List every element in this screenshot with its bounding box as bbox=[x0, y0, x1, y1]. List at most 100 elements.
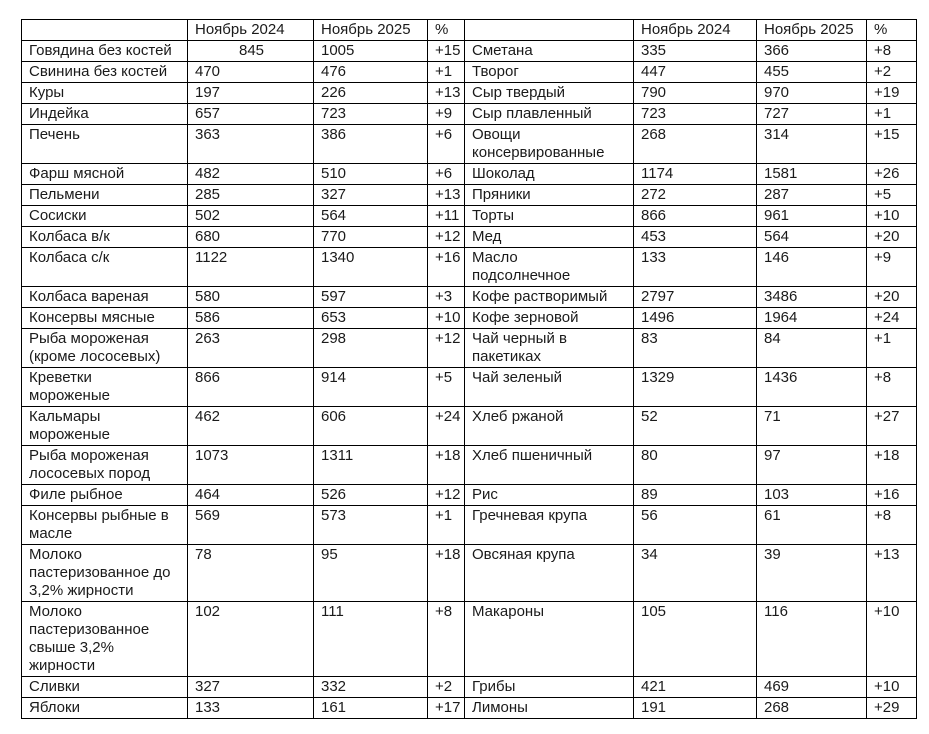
price-2024-cell: 1122 bbox=[187, 247, 314, 287]
price-2025-cell: 770 bbox=[313, 226, 428, 248]
percent-cell: +13 bbox=[427, 82, 465, 104]
item-name-cell: Филе рыбное bbox=[21, 484, 188, 506]
price-2024-cell: 56 bbox=[633, 505, 757, 545]
price-2024-cell: 447 bbox=[633, 61, 757, 83]
table-row: Консервы мясные 586 653 +10 Кофе зерновой 149… bbox=[21, 307, 917, 329]
table-row: Креветки мороженые 866 914 +5 Чай зеленый 132… bbox=[21, 367, 917, 407]
price-2025-cell: 526 bbox=[313, 484, 428, 506]
percent-cell: +18 bbox=[427, 544, 465, 602]
price-2024-cell: 105 bbox=[633, 601, 757, 677]
price-2025-cell: 476 bbox=[313, 61, 428, 83]
price-2024-cell: 1329 bbox=[633, 367, 757, 407]
price-2024-cell: 102 bbox=[187, 601, 314, 677]
percent-cell: +12 bbox=[427, 328, 465, 368]
item-name-cell: Индейка bbox=[21, 103, 188, 125]
price-2024-cell: 680 bbox=[187, 226, 314, 248]
table-row: Индейка 657 723 +9 Сыр плавленный 723 727 +1 bbox=[21, 103, 917, 125]
price-table-body: Говядина без костей 845 1005 +15 Сметана 335 3… bbox=[21, 40, 917, 719]
price-comparison-table: Ноябрь 2024 Ноябрь 2025 % Ноябрь 2024 Но… bbox=[21, 19, 917, 719]
percent-cell: +24 bbox=[866, 307, 917, 329]
price-2025-cell: 327 bbox=[313, 184, 428, 206]
price-2025-cell: 298 bbox=[313, 328, 428, 368]
price-2025-cell: 727 bbox=[756, 103, 867, 125]
item-name-cell: Кофе зерновой bbox=[464, 307, 634, 329]
price-2025-cell: 1581 bbox=[756, 163, 867, 185]
item-name-cell: Рис bbox=[464, 484, 634, 506]
percent-cell: +8 bbox=[866, 40, 917, 62]
empty-header-cell bbox=[464, 19, 634, 41]
price-2025-cell: 573 bbox=[313, 505, 428, 545]
price-2024-cell: 133 bbox=[633, 247, 757, 287]
percent-cell: +6 bbox=[427, 124, 465, 164]
price-2024-cell: 482 bbox=[187, 163, 314, 185]
item-name-cell: Рыба мороженая лососевых пород bbox=[21, 445, 188, 485]
percent-cell: +29 bbox=[866, 697, 917, 719]
price-2025-cell: 386 bbox=[313, 124, 428, 164]
price-2025-cell: 103 bbox=[756, 484, 867, 506]
table-row: Консервы рыбные в масле 569 573 +1 Гречневая… bbox=[21, 505, 917, 545]
price-2025-cell: 1436 bbox=[756, 367, 867, 407]
header-nov-2025-left: Ноябрь 2025 bbox=[313, 19, 428, 41]
price-2025-cell: 597 bbox=[313, 286, 428, 308]
percent-cell: +1 bbox=[866, 103, 917, 125]
percent-cell: +20 bbox=[866, 226, 917, 248]
percent-cell: +16 bbox=[866, 484, 917, 506]
price-2025-cell: 111 bbox=[313, 601, 428, 677]
item-name-cell: Колбаса вареная bbox=[21, 286, 188, 308]
item-name-cell: Консервы мясные bbox=[21, 307, 188, 329]
price-2025-cell: 268 bbox=[756, 697, 867, 719]
percent-cell: +20 bbox=[866, 286, 917, 308]
empty-header-cell bbox=[21, 19, 188, 41]
price-2025-cell: 71 bbox=[756, 406, 867, 446]
header-nov-2025-right: Ноябрь 2025 bbox=[756, 19, 867, 41]
percent-cell: +15 bbox=[866, 124, 917, 164]
price-2025-cell: 116 bbox=[756, 601, 867, 677]
item-name-cell: Куры bbox=[21, 82, 188, 104]
price-2024-cell: 723 bbox=[633, 103, 757, 125]
price-2025-cell: 510 bbox=[313, 163, 428, 185]
price-2025-cell: 287 bbox=[756, 184, 867, 206]
price-2024-cell: 1174 bbox=[633, 163, 757, 185]
price-2025-cell: 961 bbox=[756, 205, 867, 227]
price-2024-cell: 89 bbox=[633, 484, 757, 506]
percent-cell: +10 bbox=[866, 676, 917, 698]
item-name-cell: Сосиски bbox=[21, 205, 188, 227]
price-2024-cell: 845 bbox=[187, 40, 314, 62]
price-2025-cell: 970 bbox=[756, 82, 867, 104]
item-name-cell: Молоко пастеризованное до 3,2% жирности bbox=[21, 544, 188, 602]
price-2025-cell: 95 bbox=[313, 544, 428, 602]
price-2024-cell: 272 bbox=[633, 184, 757, 206]
price-2025-cell: 161 bbox=[313, 697, 428, 719]
table-row: Филе рыбное 464 526 +12 Рис 89 103 +16 bbox=[21, 484, 917, 506]
item-name-cell: Консервы рыбные в масле bbox=[21, 505, 188, 545]
percent-cell: +13 bbox=[866, 544, 917, 602]
price-2025-cell: 914 bbox=[313, 367, 428, 407]
table-row: Колбаса с/к 1122 1340 +16 Масло подсолнечное… bbox=[21, 247, 917, 287]
table-row: Фарш мясной 482 510 +6 Шоколад 1174 1581 +26 bbox=[21, 163, 917, 185]
percent-cell: +15 bbox=[427, 40, 465, 62]
item-name-cell: Овощи консервированные bbox=[464, 124, 634, 164]
item-name-cell: Лимоны bbox=[464, 697, 634, 719]
item-name-cell: Творог bbox=[464, 61, 634, 83]
table-row: Кальмары мороженые 462 606 +24 Хлеб ржаной 52… bbox=[21, 406, 917, 446]
price-2025-cell: 564 bbox=[756, 226, 867, 248]
item-name-cell: Пряники bbox=[464, 184, 634, 206]
price-2024-cell: 52 bbox=[633, 406, 757, 446]
price-2024-cell: 363 bbox=[187, 124, 314, 164]
price-2025-cell: 314 bbox=[756, 124, 867, 164]
price-2024-cell: 453 bbox=[633, 226, 757, 248]
price-2024-cell: 2797 bbox=[633, 286, 757, 308]
price-2024-cell: 470 bbox=[187, 61, 314, 83]
table-row: Печень 363 386 +6 Овощи консервированные 268 3… bbox=[21, 124, 917, 164]
item-name-cell: Печень bbox=[21, 124, 188, 164]
price-2025-cell: 1005 bbox=[313, 40, 428, 62]
table-row: Свинина без костей 470 476 +1 Творог 447 455 +2 bbox=[21, 61, 917, 83]
percent-cell: +5 bbox=[427, 367, 465, 407]
price-2024-cell: 580 bbox=[187, 286, 314, 308]
price-2024-cell: 586 bbox=[187, 307, 314, 329]
item-name-cell: Шоколад bbox=[464, 163, 634, 185]
price-2024-cell: 866 bbox=[187, 367, 314, 407]
price-2024-cell: 502 bbox=[187, 205, 314, 227]
item-name-cell: Говядина без костей bbox=[21, 40, 188, 62]
price-2025-cell: 1340 bbox=[313, 247, 428, 287]
